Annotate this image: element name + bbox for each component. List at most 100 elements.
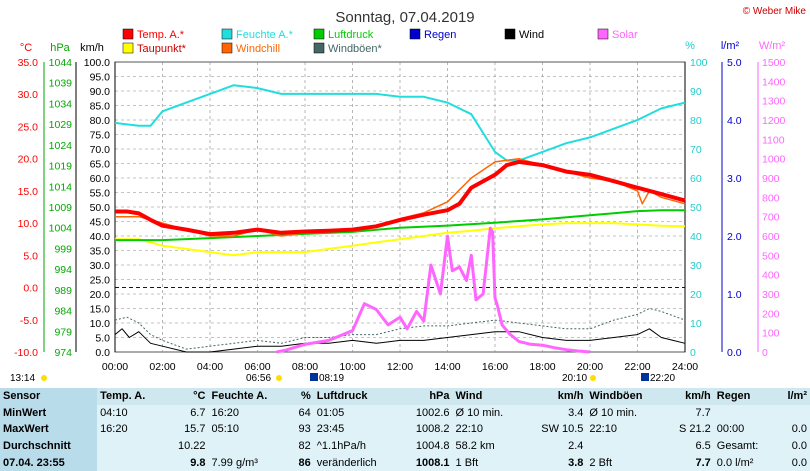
legend-swatch (313, 42, 325, 54)
tick-label-pressure: 994 (54, 264, 72, 276)
tick-label-humidity: 70 (690, 144, 702, 156)
copyright-label: © Weber Mike (743, 6, 807, 17)
table-cell: Windböen (586, 388, 665, 405)
marker-time-sunset: 20:10 (562, 373, 587, 384)
legend-swatch (122, 42, 134, 54)
tick-label-x: 00:00 (102, 361, 128, 373)
tick-label-solar: 800 (762, 192, 780, 204)
tick-label-wind: 95.0 (90, 72, 111, 84)
tick-label-solar: 600 (762, 231, 780, 243)
axis-unit-wind: km/h (80, 42, 104, 54)
table-cell: 1 Bft (452, 454, 524, 471)
table-cell: 2.4 (523, 437, 587, 455)
tick-label-wind: 90.0 (90, 86, 111, 98)
tick-label-humidity: 50 (690, 202, 702, 214)
legend-swatch (597, 28, 609, 40)
legend-label: Windböen* (328, 43, 383, 55)
table-cell: Regen (713, 388, 777, 405)
table-cell: 0.0 (776, 437, 810, 455)
series-line-feuchtea (114, 84, 686, 162)
tick-label-x: 20:00 (577, 361, 603, 373)
table-row-label: Durchschnitt (0, 437, 98, 455)
tick-label-solar: 0 (762, 347, 768, 359)
legend-swatch (504, 28, 516, 40)
tick-label-temp: 25.0 (18, 121, 39, 133)
table-row: 07.04. 23:55 9.8 7.99 g/m³ 86 veränderlich 10… (0, 454, 810, 471)
table-row: Durchschnitt 10.22 82 ^1.1hPa/h 1004.8 58.2 k… (0, 437, 810, 455)
tick-label-pressure: 974 (54, 347, 72, 359)
tick-label-solar: 200 (762, 308, 780, 320)
table-cell: 16:20 (97, 421, 165, 438)
tick-label-wind: 80.0 (90, 115, 111, 127)
table-cell: 7.7 (664, 454, 714, 471)
legend-label: Luftdruck (328, 29, 374, 41)
marker-time-moon1: 08:19 (319, 373, 344, 384)
tick-label-rain: 3.0 (727, 173, 742, 185)
tick-label-solar: 400 (762, 270, 780, 282)
series-line-wind (114, 328, 686, 353)
tick-label-x: 16:00 (482, 361, 508, 373)
table-cell: 10.22 (164, 437, 209, 455)
table-cell: 6.7 (164, 404, 209, 422)
table-cell: Wind (452, 388, 524, 405)
weather-chart: Sonntag, 07.04.2019 © Weber Mike Temp. A… (10, 6, 807, 384)
table-cell: 0.0 (776, 454, 810, 471)
table-row-label: MinWert (0, 404, 98, 422)
tick-label-x: 02:00 (149, 361, 175, 373)
table-cell: km/h (523, 388, 587, 405)
tick-label-pressure: 989 (54, 285, 72, 297)
tick-label-x: 24:00 (672, 361, 698, 373)
legend-label: Taupunkt* (137, 43, 187, 55)
table-row-label: MaxWert (0, 421, 98, 438)
tick-label-temp: -5.0 (20, 315, 38, 327)
tick-label-wind: 70.0 (90, 144, 111, 156)
tick-label-pressure: 1044 (49, 57, 73, 69)
tick-label-x: 18:00 (529, 361, 555, 373)
legend-swatch (122, 28, 134, 40)
tick-label-pressure: 1009 (49, 202, 73, 214)
tick-label-humidity: 40 (690, 231, 702, 243)
legend-swatch (221, 28, 233, 40)
tick-label-wind: 45.0 (90, 217, 111, 229)
axis-unit-pressure: hPa (50, 42, 70, 54)
tick-label-wind: 5.0 (95, 333, 110, 345)
tick-label-solar: 500 (762, 250, 780, 262)
tick-label-temp: 10.0 (18, 218, 39, 230)
table-cell: km/h (664, 388, 714, 405)
tick-label-wind: 15.0 (90, 304, 111, 316)
tick-label-rain: 4.0 (727, 115, 742, 127)
tick-label-solar: 900 (762, 173, 780, 185)
tick-label-solar: 1100 (762, 134, 785, 146)
table-cell: 1002.6 (400, 404, 453, 422)
tick-label-pressure: 1039 (49, 78, 73, 90)
table-cell: Gesamt: (713, 437, 777, 455)
table-cell (586, 437, 665, 455)
table-row: MinWert 04:10 6.7 16:20 64 01:05 1002.6 Ø 10 mi… (0, 404, 810, 422)
tick-label-temp: 5.0 (23, 250, 38, 262)
table-row-label: 07.04. 23:55 (0, 454, 98, 471)
tick-label-x: 06:00 (244, 361, 270, 373)
legend-label: Temp. A.* (137, 29, 185, 41)
table-cell: 6.5 (664, 437, 714, 455)
moonset-icon (641, 373, 649, 381)
tick-label-pressure: 1019 (49, 161, 73, 173)
table-cell: 01:05 (313, 404, 401, 422)
table-cell: 82 (289, 437, 314, 455)
table-cell (97, 454, 165, 471)
tick-label-wind: 75.0 (90, 130, 111, 142)
table-cell: 9.8 (164, 454, 209, 471)
tick-label-solar: 1300 (762, 96, 786, 108)
table-cell: Temp. A. (97, 388, 165, 405)
tick-label-wind: 20.0 (90, 289, 111, 301)
table-cell (713, 404, 777, 422)
tick-label-pressure: 979 (54, 326, 72, 338)
table-header-row: Sensor Temp. A. °C Feuchte A.% Luftdruck hPa W… (0, 388, 810, 405)
tick-label-humidity: 0 (690, 347, 696, 359)
table-cell: 64 (289, 404, 314, 422)
table-cell: SW 10.5 (523, 421, 587, 438)
legend-swatch (409, 28, 421, 40)
sunrise-icon (276, 375, 282, 381)
tick-label-humidity: 10 (690, 318, 702, 330)
axis-unit-temp: °C (20, 42, 32, 54)
legend-swatch (221, 42, 233, 54)
